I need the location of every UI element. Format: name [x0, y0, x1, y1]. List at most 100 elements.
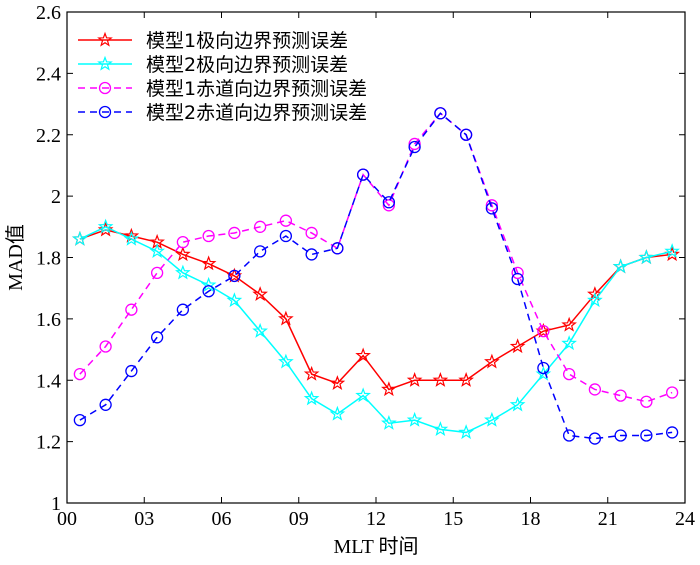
series-3-point [665, 386, 679, 399]
y-tick-label: 1.8 [36, 248, 61, 270]
series-2-point [432, 421, 449, 437]
series-4 [73, 107, 679, 445]
y-tick-label: 2.6 [36, 2, 61, 24]
legend-marker-2 [97, 55, 113, 71]
x-tick-label: 21 [598, 508, 618, 530]
x-tick-label: 06 [212, 508, 232, 530]
legend: 模型1极向边界预测误差模型2极向边界预测误差模型1赤道向边界预测误差模型2赤道向… [78, 30, 367, 124]
series-1-point [509, 338, 526, 354]
series-4-point [434, 107, 447, 120]
series-4-point [537, 361, 550, 375]
series-1-point [381, 381, 397, 397]
series-4-point [640, 429, 653, 442]
y-tick-label: 1.4 [36, 370, 61, 392]
series-4-point [253, 245, 267, 258]
series-4-point [485, 202, 499, 215]
ticks-layer: 00 03 06 09 12 15 18 21 24 1 1.2 1.4 1.6 1.8 2 2.2 2.4 2.… [36, 2, 695, 530]
series-4-point [562, 429, 576, 442]
x-axis-title: MLT 时间 [333, 535, 418, 558]
x-tick-label: 00 [57, 508, 77, 530]
y-tick-label: 2 [51, 186, 61, 208]
series-4-point [588, 432, 602, 445]
series-1-point [458, 372, 474, 387]
legend-label-2: 模型2极向边界预测误差 [146, 54, 348, 76]
series-2-point [97, 218, 114, 234]
series-4-line [79, 112, 673, 440]
y-tick-label: 1.6 [36, 309, 61, 331]
series-3-point [408, 137, 421, 151]
series-1-point [587, 286, 603, 301]
series-2-point [458, 424, 474, 440]
series-3-point [125, 303, 138, 316]
series-1-point [432, 372, 449, 387]
series-1-point [484, 353, 500, 369]
series-2-point [200, 276, 217, 292]
series-1-line [79, 229, 673, 391]
series-4-point [202, 285, 215, 298]
series-2-point [252, 322, 268, 338]
series-2-point [638, 249, 655, 265]
series-1-point [561, 316, 577, 332]
y-axis-title: MAD值 [4, 224, 27, 291]
series-3-point [279, 214, 293, 227]
y-tick-label: 2.4 [36, 63, 61, 85]
series-3-line [79, 112, 673, 403]
legend-label-1: 模型1极向边界预测误差 [146, 30, 348, 52]
series-4-point [150, 331, 164, 344]
series-1-point [355, 347, 371, 363]
series-2-point [175, 264, 191, 280]
series-4-point [331, 242, 344, 255]
series-4-point [125, 364, 138, 378]
series-2-point [278, 353, 294, 369]
series-3-point [202, 229, 215, 243]
series-3-point [614, 389, 627, 402]
series-2-point [406, 411, 423, 427]
series-3-point [253, 220, 267, 233]
series-3-point [485, 199, 499, 212]
series-2-point [226, 292, 243, 308]
y-tick-label: 1 [51, 493, 61, 515]
series-3-point [99, 340, 112, 353]
series-4-point [382, 196, 396, 209]
series-2-point [72, 230, 88, 246]
series-3-point [150, 266, 164, 279]
series-1-point [175, 246, 191, 262]
series-2-point [484, 411, 500, 427]
series-4-point [614, 429, 627, 442]
series-3-point [382, 199, 396, 212]
x-tick-label: 12 [366, 508, 386, 530]
series-4-point [228, 269, 241, 283]
series-1-point [252, 286, 268, 301]
series-3-point [176, 236, 190, 249]
legend-marker-1 [97, 31, 113, 47]
series-3-point [562, 367, 576, 381]
series-4-point [356, 168, 370, 181]
x-tick-label: 24 [675, 508, 695, 530]
series-1-point [303, 365, 320, 381]
series-2-line [79, 225, 673, 434]
series-2-point [149, 243, 165, 259]
series-3-point [305, 226, 318, 240]
series-3-point [640, 395, 653, 408]
series-2-point [355, 387, 371, 403]
series-4-point [511, 272, 524, 286]
y-tick-label: 2.2 [36, 125, 61, 147]
x-tick-label: 03 [134, 508, 154, 530]
series-2-point [664, 243, 680, 259]
series-4-point [279, 229, 293, 243]
series-2-point [612, 258, 629, 274]
legend-marker-3 [98, 81, 112, 95]
series-4-point [176, 303, 190, 316]
series-4-point [99, 398, 112, 411]
series-4-point [459, 128, 473, 141]
legend-label-3: 模型1赤道向边界预测误差 [146, 78, 367, 100]
series-1-point [329, 375, 346, 390]
legend-label-4: 模型2赤道向边界预测误差 [146, 102, 367, 124]
series-3-point [73, 367, 87, 381]
series-1-point [200, 255, 217, 271]
series-4-point [665, 426, 679, 439]
series-2-point [123, 230, 140, 246]
series-3-point [537, 324, 550, 338]
series-4-point [305, 248, 318, 261]
